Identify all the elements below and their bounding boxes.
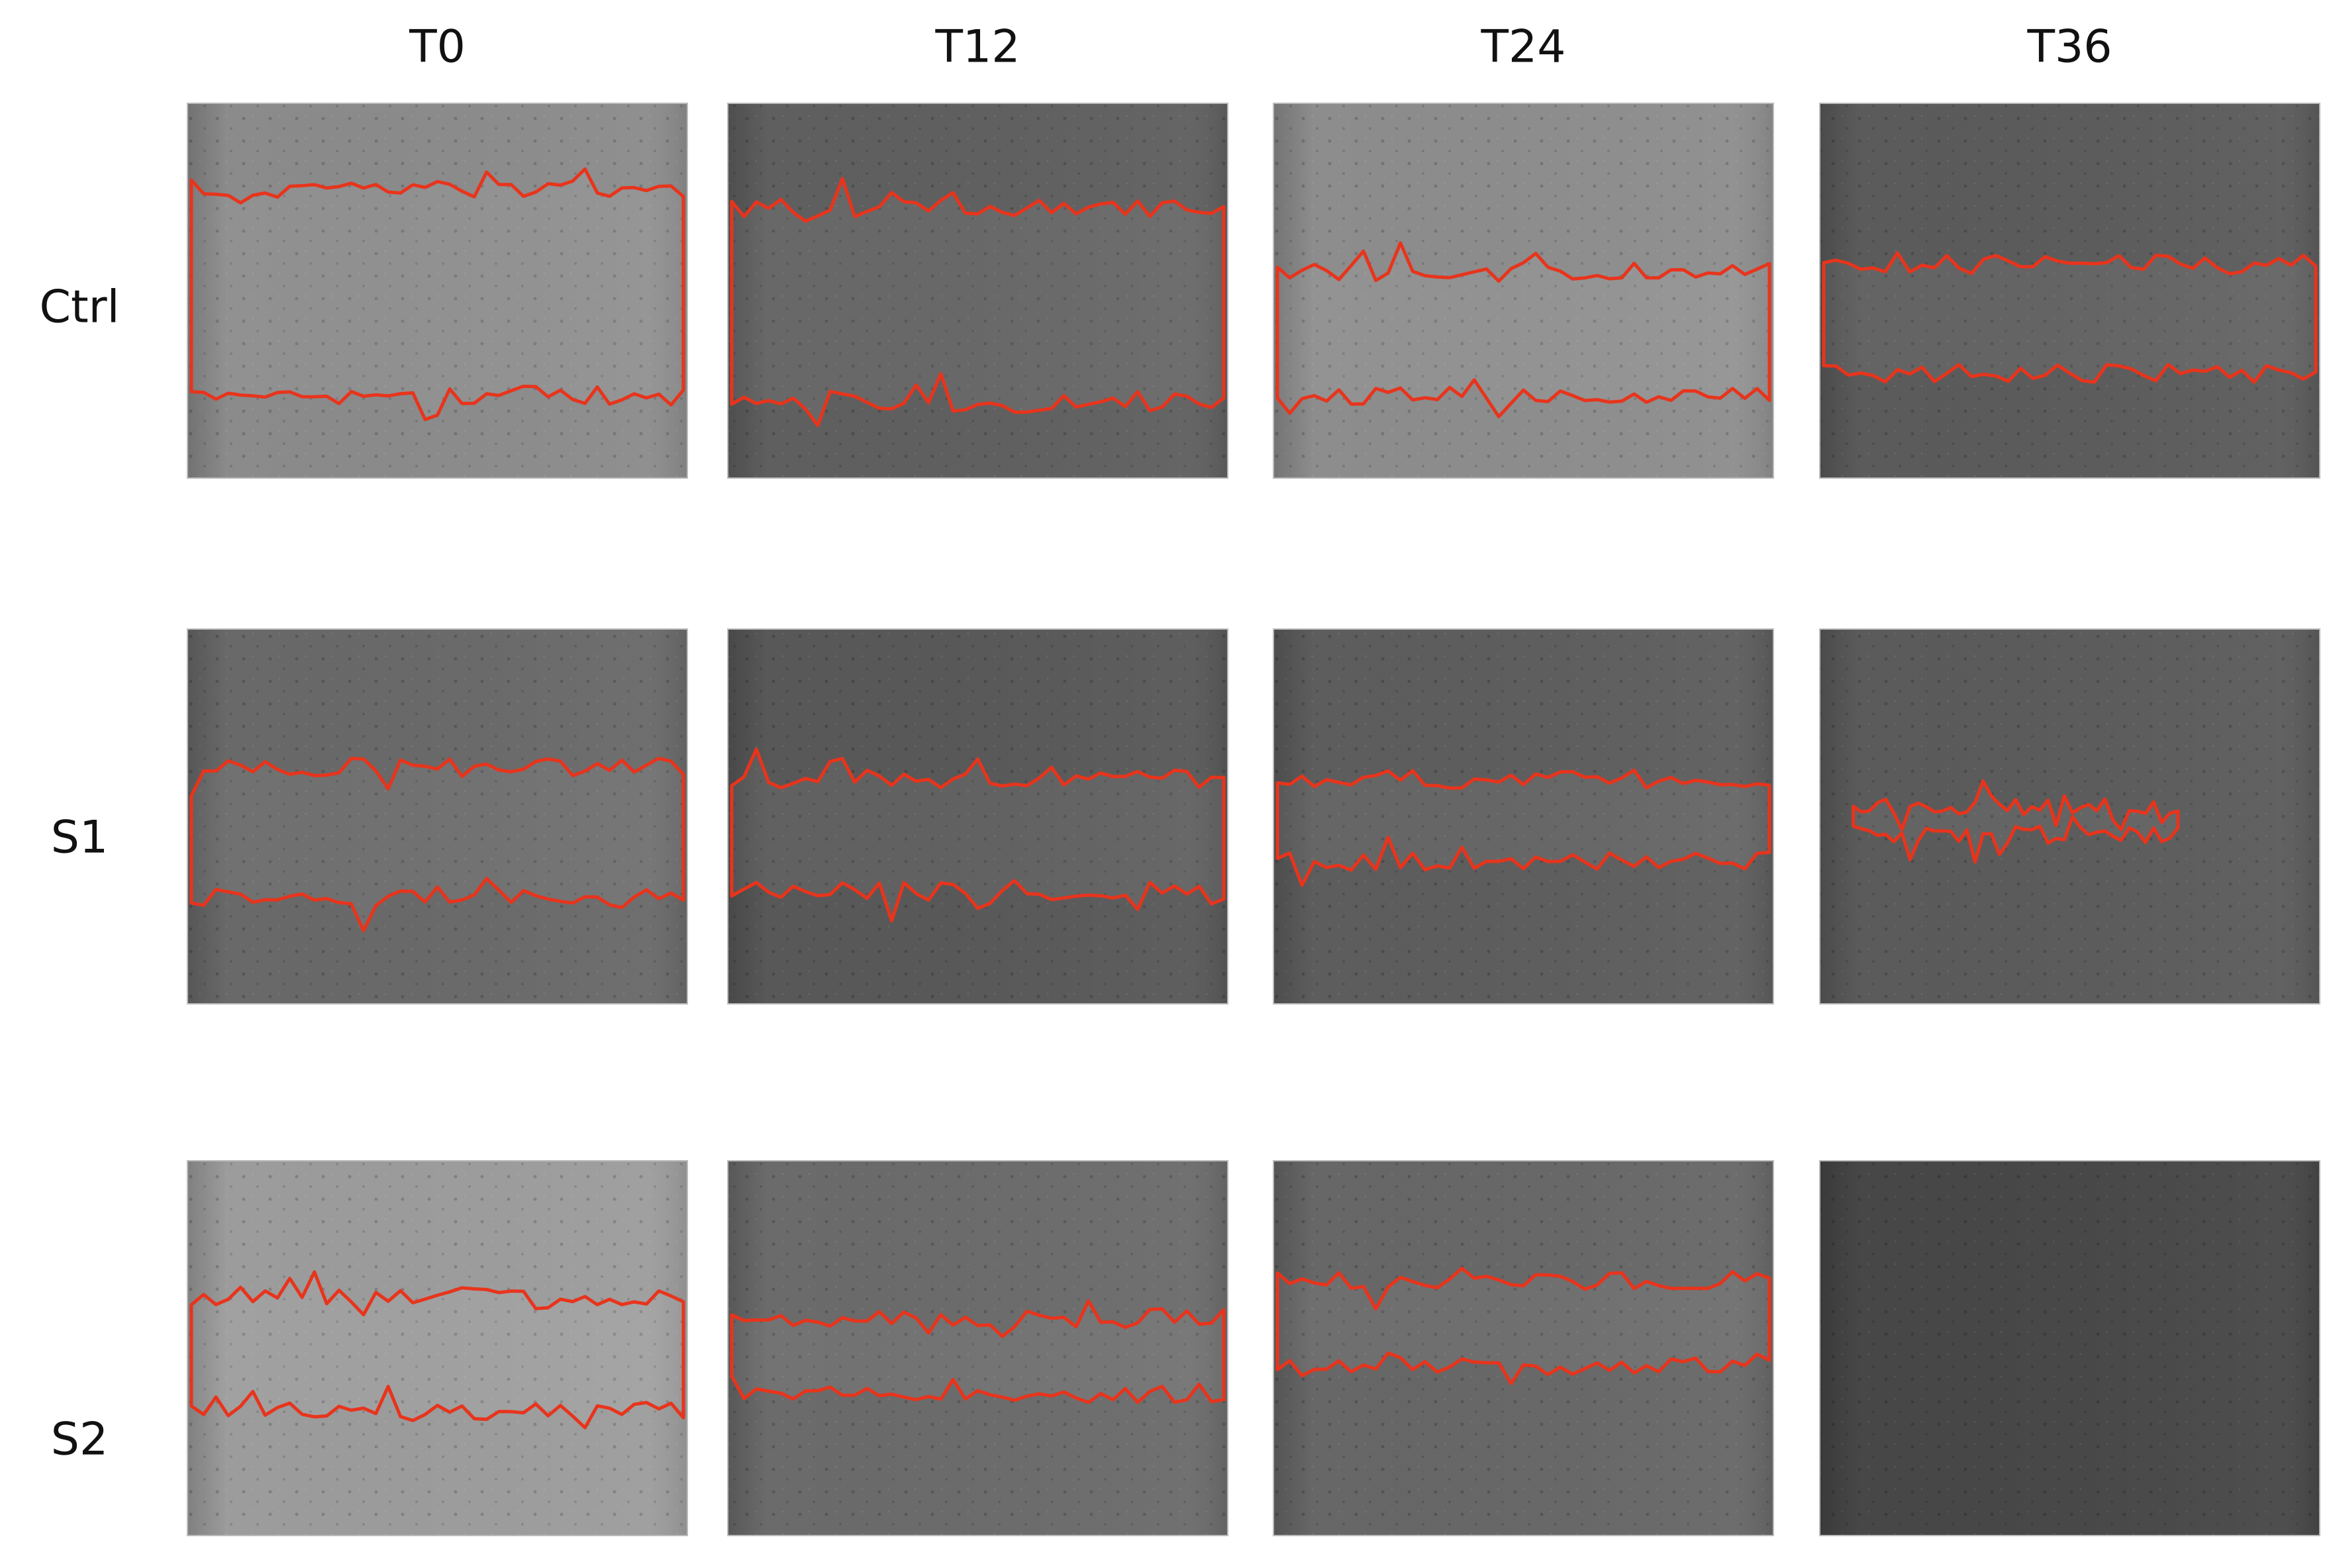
wound-outline xyxy=(1275,1267,1771,1385)
micrograph-panel xyxy=(1819,1160,2320,1536)
micrograph-panel xyxy=(187,103,688,479)
column-header: T12 xyxy=(934,21,1020,74)
row-label: S2 xyxy=(51,1414,108,1466)
panel-shade xyxy=(727,628,1228,1004)
wound-outline xyxy=(730,747,1226,923)
wound-outline xyxy=(1852,779,2180,864)
column-header: T36 xyxy=(2026,21,2112,74)
wound-outline xyxy=(730,1299,1226,1404)
row-label: S1 xyxy=(51,812,108,864)
micrograph-panel xyxy=(1273,628,1774,1004)
panel-shade xyxy=(1273,1160,1774,1536)
panel-shade xyxy=(1819,103,2320,479)
wound-outline xyxy=(1275,241,1771,418)
micrograph-panel xyxy=(187,628,688,1004)
wound-outline xyxy=(189,1270,685,1430)
column-header: T0 xyxy=(409,21,466,74)
panel-shade xyxy=(727,1160,1228,1536)
panel-shade xyxy=(1273,628,1774,1004)
micrograph-panel xyxy=(727,103,1228,479)
micrograph-panel xyxy=(1819,103,2320,479)
micrograph-panel xyxy=(727,628,1228,1004)
wound-outline xyxy=(189,756,685,932)
micrograph-panel xyxy=(1273,103,1774,479)
panel-shade xyxy=(187,1160,688,1536)
panel-shade xyxy=(1273,103,1774,479)
micrograph-panel xyxy=(727,1160,1228,1536)
wound-outline xyxy=(189,167,685,421)
panel-shade xyxy=(187,628,688,1004)
panel-shade xyxy=(1819,1160,2320,1536)
panel-shade xyxy=(1819,628,2320,1004)
row-label: Ctrl xyxy=(40,281,120,334)
micrograph-panel xyxy=(187,1160,688,1536)
micrograph-panel xyxy=(1819,628,2320,1004)
wound-outline xyxy=(1822,251,2318,384)
micrograph-panel xyxy=(1273,1160,1774,1536)
column-header: T24 xyxy=(1480,21,1565,74)
wound-outline xyxy=(730,177,1226,427)
wound-outline xyxy=(1275,768,1771,887)
